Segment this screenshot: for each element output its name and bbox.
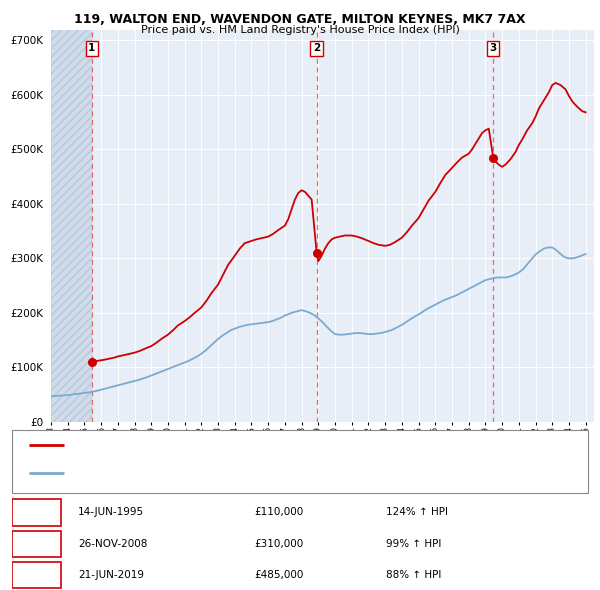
Text: 2: 2 [33, 539, 40, 549]
Text: 119, WALTON END, WAVENDON GATE, MILTON KEYNES, MK7 7AX: 119, WALTON END, WAVENDON GATE, MILTON K… [74, 13, 526, 26]
Text: 99% ↑ HPI: 99% ↑ HPI [386, 539, 442, 549]
Text: 21-JUN-2019: 21-JUN-2019 [78, 570, 144, 580]
Text: 1: 1 [33, 507, 40, 517]
Text: 3: 3 [490, 43, 497, 53]
Text: 14-JUN-1995: 14-JUN-1995 [78, 507, 145, 517]
Text: 124% ↑ HPI: 124% ↑ HPI [386, 507, 448, 517]
Text: 88% ↑ HPI: 88% ↑ HPI [386, 570, 442, 580]
Text: Price paid vs. HM Land Registry's House Price Index (HPI): Price paid vs. HM Land Registry's House … [140, 25, 460, 35]
Text: 2: 2 [313, 43, 320, 53]
Text: 3: 3 [33, 570, 40, 580]
FancyBboxPatch shape [12, 499, 61, 526]
FancyBboxPatch shape [12, 562, 61, 588]
FancyBboxPatch shape [12, 530, 61, 557]
Bar [51, 30, 92, 422]
Text: 1: 1 [88, 43, 95, 53]
Text: £310,000: £310,000 [254, 539, 303, 549]
Text: HPI: Average price, semi-detached house, Milton Keynes: HPI: Average price, semi-detached house,… [76, 468, 331, 477]
Text: £110,000: £110,000 [254, 507, 303, 517]
Text: £485,000: £485,000 [254, 570, 303, 580]
FancyBboxPatch shape [12, 430, 588, 493]
Text: 119, WALTON END, WAVENDON GATE, MILTON KEYNES, MK7 7AX (semi-detached house): 119, WALTON END, WAVENDON GATE, MILTON K… [76, 440, 473, 449]
Text: 26-NOV-2008: 26-NOV-2008 [78, 539, 148, 549]
